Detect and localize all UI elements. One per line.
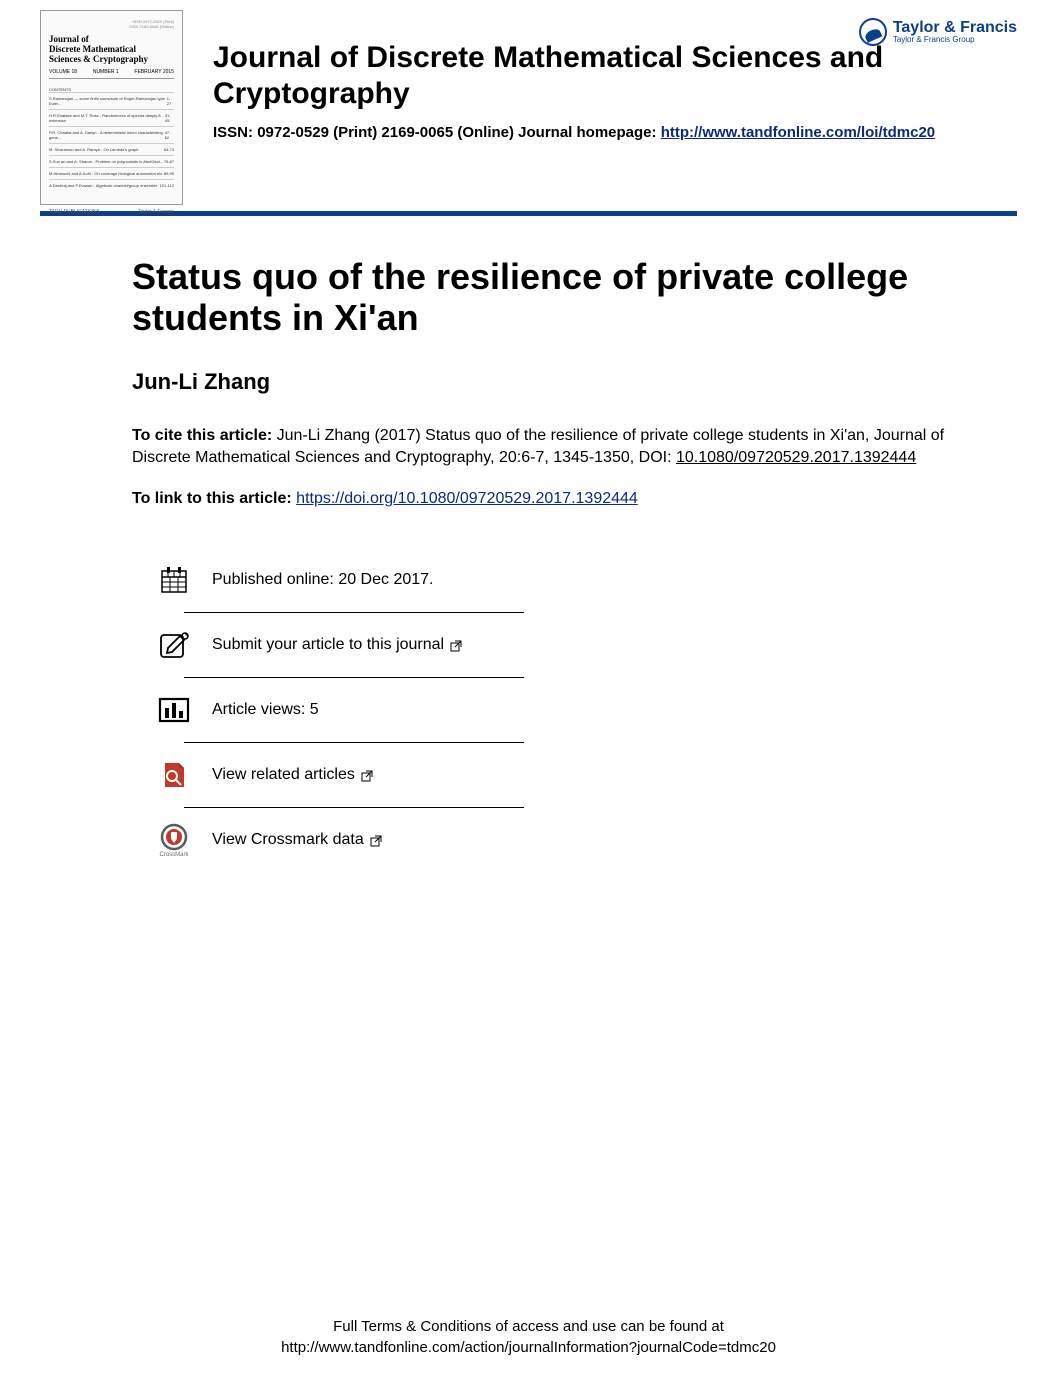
related-label: View related articles [212,766,355,784]
submit-row[interactable]: Submit your article to this journal [158,613,498,677]
published-icon [158,564,190,596]
published-label: Published online: 20 Dec 2017. [212,571,434,589]
crossmark-label: View Crossmark data [212,831,364,849]
journal-cover-thumbnail[interactable]: ISSN 0972-0529 (Print)ISSN 2169-0065 (On… [40,10,183,205]
external-link-icon [450,639,462,651]
crossmark-icon: CrossMark [158,824,190,856]
footer-line1: Full Terms & Conditions of access and us… [0,1316,1057,1337]
footer-line2: http://www.tandfonline.com/action/journa… [0,1337,1057,1358]
cover-footer: TARU PUBLICATIONS Taylor & Francis [49,209,174,215]
tf-logo-text: Taylor & Francis Taylor & Francis Group [893,20,1017,44]
tf-logo-icon [859,18,887,46]
submit-icon [158,629,190,661]
views-label: Article views: 5 [212,701,319,719]
publisher-logo: Taylor & Francis Taylor & Francis Group [859,18,1017,46]
cover-footer-right: Taylor & Francis [138,209,174,215]
link-line: To link to this article: https://doi.org… [132,490,987,508]
issn-print: 0972-0529 [257,124,329,141]
crossmark-row[interactable]: CrossMark View Crossmark data [158,808,498,872]
issn-line: ISSN: 0972-0529 (Print) 2169-0065 (Onlin… [213,124,1017,141]
article-authors: Jun-Li Zhang [132,369,987,395]
cover-issn-small: ISSN 0972-0529 (Print)ISSN 2169-0065 (On… [49,19,174,29]
link-prefix: To link to this article: [132,490,296,507]
cover-footer-left: TARU PUBLICATIONS [49,209,100,215]
svg-text:CrossMark: CrossMark [159,852,189,857]
issn-prefix: ISSN: [213,124,257,141]
journal-homepage-link[interactable]: http://www.tandfonline.com/loi/tdmc20 [661,124,935,141]
related-row[interactable]: View related articles [158,743,498,807]
issn-print-label: (Print) [329,124,382,141]
issn-online-label: (Online) [453,124,518,141]
cover-date: FEBRUARY 2015 [134,69,174,75]
article-title: Status quo of the resilience of private … [132,256,987,339]
publisher-name: Taylor & Francis [893,19,1017,36]
journal-title: Journal of Discrete Mathematical Science… [213,40,1017,112]
issn-online: 2169-0065 [381,124,453,141]
page-footer: Full Terms & Conditions of access and us… [0,1316,1057,1358]
cover-contents: CONTENTS S.Ramanujan — some finite sums/… [49,87,174,191]
submit-label: Submit your article to this journal [212,636,444,654]
external-link-icon [370,834,382,846]
article-content: Status quo of the resilience of private … [0,216,1057,872]
homepage-label: Journal homepage: [518,124,661,141]
related-icon [158,759,190,791]
views-icon [158,694,190,726]
cover-title: Journal of Discrete Mathematical Science… [49,35,174,65]
cite-prefix: To cite this article: [132,427,277,444]
cover-number: NUMBER 1 [93,69,119,75]
cover-volume: VOLUME 18 [49,69,77,75]
citation-block: To cite this article: Jun-Li Zhang (2017… [132,425,987,470]
article-link[interactable]: https://doi.org/10.1080/09720529.2017.13… [296,490,638,507]
external-link-icon [361,769,373,781]
publisher-subtitle: Taylor & Francis Group [893,36,1017,44]
published-row: Published online: 20 Dec 2017. [158,548,498,612]
action-list: Published online: 20 Dec 2017. Submit yo… [158,548,987,872]
cover-vol-row: VOLUME 18 NUMBER 1 FEBRUARY 2015 [49,69,174,75]
doi-link[interactable]: 10.1080/09720529.2017.1392444 [676,449,916,466]
views-row: Article views: 5 [158,678,498,742]
